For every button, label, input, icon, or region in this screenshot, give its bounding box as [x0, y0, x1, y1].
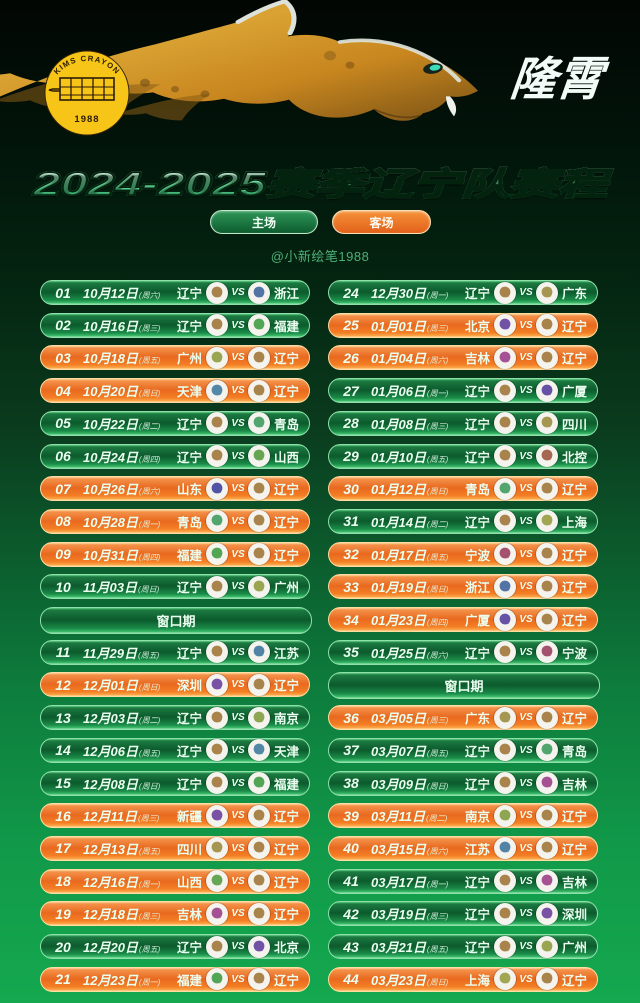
- svg-text:1988: 1988: [74, 114, 99, 125]
- svg-text:隆霄: 隆霄: [508, 53, 611, 105]
